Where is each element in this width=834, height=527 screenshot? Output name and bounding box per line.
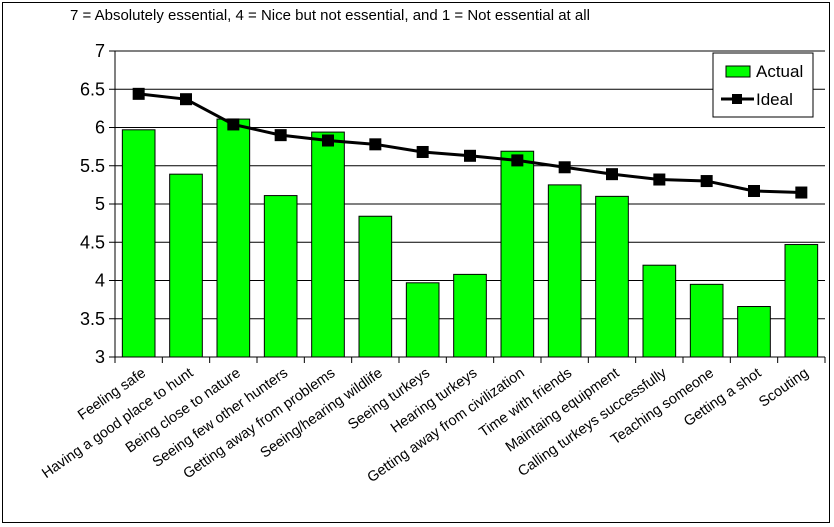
bar-actual	[500, 150, 535, 358]
ideal-point-marker	[748, 184, 760, 197]
bar-actual	[547, 184, 582, 358]
chart-subtitle: 7 = Absolutely essential, 4 = Nice but n…	[70, 7, 590, 24]
ideal-point-marker	[464, 149, 476, 162]
legend-ideal-label: Ideal	[756, 90, 793, 109]
bar-actual	[453, 273, 487, 358]
category-label: Scouting	[756, 365, 811, 410]
bar-actual	[358, 215, 393, 358]
bar-actual	[216, 118, 251, 358]
y-tick-label: 3	[95, 347, 105, 367]
bar-actual	[121, 129, 156, 358]
bar-actual	[263, 195, 298, 358]
ideal-point-marker	[700, 175, 713, 188]
legend-box	[712, 52, 814, 118]
ideal-point-marker	[227, 118, 240, 131]
axes	[109, 50, 826, 363]
bar-actual	[595, 195, 629, 358]
bar-actual	[642, 264, 677, 358]
ideal-point-marker	[606, 168, 618, 181]
bar-actual	[689, 283, 724, 358]
legend-actual-label: Actual	[756, 62, 803, 81]
ideal-point-marker	[558, 161, 571, 174]
ideal-point-marker	[511, 154, 524, 167]
ideal-point-marker	[322, 134, 334, 147]
y-tick-label: 7	[95, 41, 105, 61]
bar-actual	[169, 173, 203, 358]
y-tick-label: 3.5	[80, 309, 105, 329]
ideal-point-marker	[653, 173, 666, 186]
y-tick-label: 4	[95, 271, 105, 291]
ideal-point-marker	[369, 138, 382, 151]
bar-actual	[737, 306, 771, 358]
legend: Actual Ideal	[712, 52, 814, 118]
ideal-point-marker	[132, 87, 145, 100]
y-tick-label: 5.5	[80, 156, 105, 176]
y-tick-label: 4.5	[80, 232, 105, 252]
ideal-point-marker	[274, 129, 287, 142]
y-tick-label: 6.5	[80, 79, 105, 99]
ideal-line	[132, 87, 808, 199]
actual-bars	[121, 118, 819, 358]
ideal-point-marker	[180, 93, 192, 106]
legend-actual-swatch	[725, 65, 751, 78]
ideal-point-marker	[795, 186, 808, 199]
ideal-point-marker	[416, 145, 429, 158]
bar-actual	[311, 131, 345, 358]
y-tick-label: 6	[95, 118, 105, 138]
bar-actual	[405, 282, 440, 358]
y-tick-label: 5	[95, 194, 105, 214]
legend-ideal-marker	[732, 94, 742, 104]
bar-actual	[784, 244, 819, 358]
